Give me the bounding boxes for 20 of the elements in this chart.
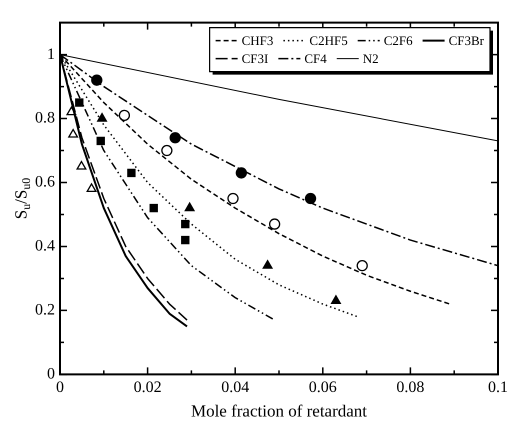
x-tick-label: 0.02 [134, 379, 162, 396]
legend-label: CF4 [304, 51, 328, 66]
y-tick-label: 0.8 [35, 110, 55, 127]
x-tick-label: 0.08 [396, 379, 424, 396]
legend-label: CF3Br [448, 33, 485, 48]
legend-label: C2F6 [384, 33, 414, 48]
x-tick-label: 0.1 [488, 379, 508, 396]
x-axis-title: Mole fraction of retardant [190, 401, 368, 420]
legend-label: CF3I [242, 51, 268, 66]
y-tick-label: 0.6 [35, 174, 55, 191]
legend-label: N2 [362, 51, 379, 66]
y-tick-label: 0.2 [35, 302, 55, 319]
y-tick-label: 1 [47, 46, 55, 63]
legend-label: C2HF5 [309, 33, 348, 48]
y-tick-label: 0 [47, 366, 55, 383]
legend-label: CHF3 [242, 33, 274, 48]
x-tick-label: 0.04 [221, 379, 250, 396]
x-tick-label: 0.06 [308, 379, 337, 396]
y-tick-label: 0.4 [35, 238, 55, 255]
y-axis-title: Su/Su0 [11, 178, 34, 220]
